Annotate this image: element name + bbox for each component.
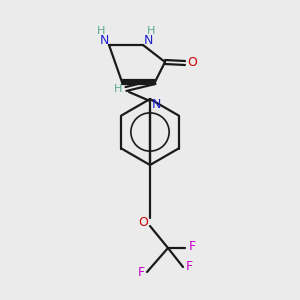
Text: F: F [185, 260, 193, 274]
Text: N: N [151, 98, 161, 112]
Text: H: H [114, 84, 122, 94]
Text: H: H [97, 26, 105, 36]
Text: F: F [137, 266, 145, 278]
Text: F: F [188, 241, 196, 254]
Text: N: N [99, 34, 109, 46]
Text: H: H [147, 26, 155, 36]
Text: O: O [187, 56, 197, 70]
Text: N: N [143, 34, 153, 46]
Text: O: O [138, 215, 148, 229]
